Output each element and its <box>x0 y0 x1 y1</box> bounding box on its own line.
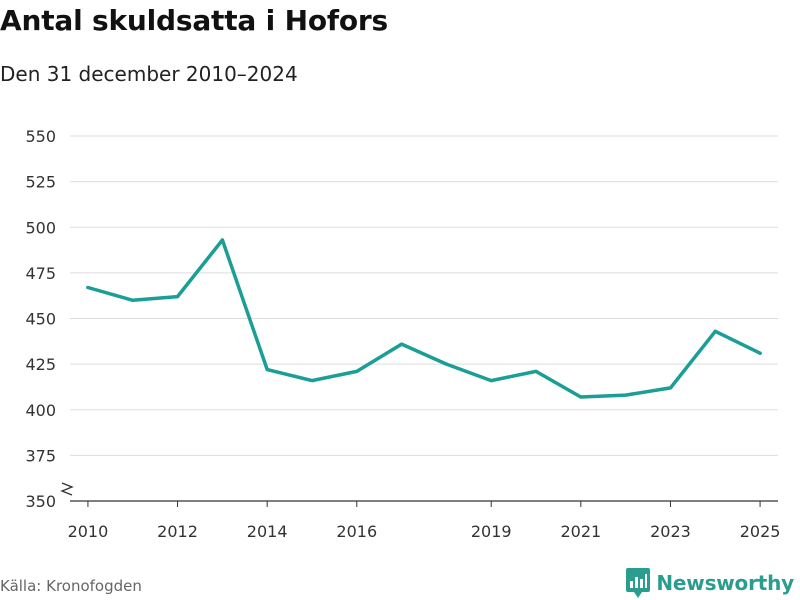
data-point <box>444 362 449 366</box>
newsworthy-logo-icon <box>626 568 651 598</box>
y-tick-label: 475 <box>25 264 56 283</box>
chart-title: Antal skuldsatta i Hofors <box>0 4 388 37</box>
data-point <box>579 395 583 399</box>
data-point <box>265 368 269 372</box>
y-tick-label: 350 <box>25 492 56 511</box>
y-tick-label: 550 <box>25 127 56 146</box>
x-tick-label: 2019 <box>471 522 512 541</box>
axis-break-icon <box>60 482 74 496</box>
x-tick-label: 2016 <box>336 522 377 541</box>
data-point <box>668 386 673 390</box>
data-point <box>86 285 90 290</box>
y-tick-label: 425 <box>25 355 56 374</box>
data-point <box>399 342 404 346</box>
source-note: Källa: Kronofogden <box>0 577 142 595</box>
x-tick-label: 2012 <box>157 522 198 541</box>
data-point <box>175 295 180 299</box>
x-tick-label: 2025 <box>740 522 781 541</box>
data-point <box>624 393 628 397</box>
y-tick-label: 450 <box>25 310 56 329</box>
brand-name: Newsworthy <box>656 571 794 595</box>
data-point <box>131 298 135 302</box>
data-point <box>758 351 762 355</box>
chart-subtitle: Den 31 december 2010–2024 <box>0 62 298 86</box>
y-tick-label: 375 <box>25 446 56 465</box>
y-tick-label: 500 <box>25 218 56 237</box>
data-point <box>713 329 717 333</box>
data-point <box>310 378 314 383</box>
series-layer <box>86 238 762 399</box>
x-tick-label: 2014 <box>247 522 288 541</box>
y-axis-ticks: 350 375 400 425 450 475 500 525 550 <box>25 127 56 511</box>
x-tick-label: 2021 <box>560 522 601 541</box>
brand: Newsworthy <box>626 568 794 598</box>
data-point <box>355 369 359 374</box>
y-tick-label: 525 <box>25 173 56 192</box>
y-tick-label: 400 <box>25 401 56 420</box>
data-point <box>489 378 493 383</box>
x-axis-ticks: 2010 2012 2014 2016 2019 2021 2023 2025 <box>68 501 781 541</box>
x-tick-label: 2023 <box>650 522 691 541</box>
data-point <box>534 369 538 374</box>
series-line <box>86 238 762 399</box>
gridlines <box>60 135 778 502</box>
x-tick-label: 2010 <box>68 522 109 541</box>
data-point <box>220 238 224 242</box>
